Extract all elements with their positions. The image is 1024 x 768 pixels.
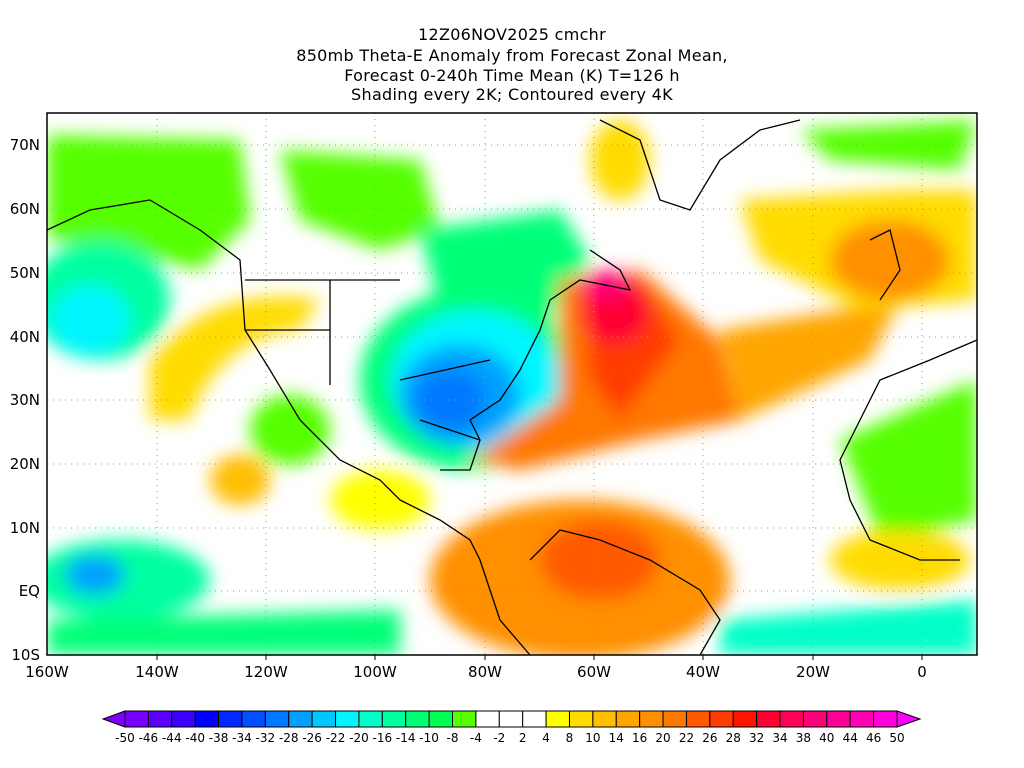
coastlines <box>47 119 977 655</box>
colorbar-label: -22 <box>325 731 346 745</box>
colorbar-swatch <box>615 710 641 728</box>
colorbar-swatch <box>335 710 360 728</box>
colorbar-swatch <box>802 710 828 728</box>
colorbar-swatch <box>826 710 851 728</box>
lon-label-100w: 100W <box>353 663 397 681</box>
lon-label-140w: 140W <box>135 663 179 681</box>
colorbar-swatch <box>849 710 875 728</box>
colorbar-label: -44 <box>161 731 182 745</box>
colorbar-label: -10 <box>419 731 439 745</box>
colorbar-swatch <box>545 710 570 728</box>
shaded-field <box>47 113 977 655</box>
colorbar-label: 2 <box>518 731 527 745</box>
colorbar-label: -16 <box>372 731 393 745</box>
lat-label-eq: EQ <box>18 582 40 600</box>
colorbar-label: 34 <box>772 731 788 745</box>
colorbar-swatch <box>124 710 149 728</box>
lat-label-70n: 70N <box>9 136 40 154</box>
colorbar-swatch <box>592 710 617 728</box>
colorbar-label: 4 <box>542 731 550 745</box>
colorbar-swatch <box>428 710 454 728</box>
lon-label-20w: 20W <box>796 663 830 681</box>
colorbar-swatch <box>171 710 196 728</box>
colorbar-label: 50 <box>889 731 905 745</box>
colorbar-label: 20 <box>655 731 671 745</box>
colorbar-swatch <box>475 710 500 728</box>
colorbar-label: 40 <box>819 731 835 745</box>
colorbar-label: 28 <box>725 731 741 745</box>
lat-label-60n: 60N <box>9 200 40 218</box>
colorbar-swatch <box>756 710 781 728</box>
colorbar-label: -38 <box>208 731 229 745</box>
colorbar-swatch <box>568 710 594 728</box>
lat-label-30n: 30N <box>9 391 40 409</box>
lon-label-40w: 40W <box>686 663 720 681</box>
colorbar-swatch <box>709 710 734 728</box>
colorbar-label: 14 <box>608 731 624 745</box>
lon-label-0: 0 <box>917 663 927 681</box>
colorbar-label: 46 <box>865 731 882 745</box>
colorbar-swatch <box>358 710 383 728</box>
colorbar-label: -26 <box>302 731 322 745</box>
colorbar-swatch <box>873 710 898 728</box>
map-title: 12Z06NOV2025 cmchr <box>417 25 606 44</box>
colorbar-label: -8 <box>446 731 459 745</box>
colorbar-label: -14 <box>395 731 416 745</box>
lat-label-10n: 10N <box>9 519 40 537</box>
plot-frame <box>46 112 978 656</box>
map-subtitle-forecast: Forecast 0-240h Time Mean (K) T=126 h <box>344 66 680 85</box>
colorbar-label: 32 <box>748 731 765 745</box>
lat-label-40n: 40N <box>9 328 40 346</box>
colorbar-label: -46 <box>138 731 159 745</box>
colorbar-swatch <box>522 710 547 728</box>
axis-ticks <box>156 655 923 660</box>
lat-label-50n: 50N <box>9 264 40 282</box>
colorbar-swatch <box>639 710 664 728</box>
lon-label-80w: 80W <box>468 663 502 681</box>
colorbar-low-arrow <box>101 710 126 728</box>
colorbar-swatch <box>498 710 524 728</box>
colorbar-label: 8 <box>565 731 574 745</box>
lon-label-60w: 60W <box>577 663 611 681</box>
lon-label-120w: 120W <box>244 663 288 681</box>
colorbar-label: 38 <box>795 731 812 745</box>
colorbar-swatch <box>662 710 687 728</box>
lon-label-160w: 160W <box>25 663 69 681</box>
colorbar-swatch <box>241 710 266 728</box>
map-subtitle-variable: 850mb Theta-E Anomaly from Forecast Zona… <box>296 46 728 65</box>
colorbar-swatch <box>194 710 220 728</box>
colorbar-swatch <box>452 710 477 728</box>
colorbar-high-arrow <box>896 710 922 728</box>
colorbar-swatch <box>288 710 313 728</box>
colorbar-label: -40 <box>185 731 205 745</box>
colorbar-label: -4 <box>469 731 482 745</box>
colorbar-label: 44 <box>842 731 858 745</box>
colorbar-label: -32 <box>255 731 276 745</box>
colorbar-swatch <box>381 710 407 728</box>
colorbar-label: -34 <box>232 731 252 745</box>
colorbar-swatch <box>779 710 804 728</box>
colorbar-swatch <box>264 710 290 728</box>
colorbar-label: 22 <box>678 731 695 745</box>
colorbar-swatch <box>405 710 430 728</box>
colorbar-swatch <box>218 710 243 728</box>
colorbar-label: -20 <box>349 731 369 745</box>
colorbar-label: -50 <box>115 731 135 745</box>
colorbar-swatch <box>732 710 758 728</box>
colorbar-swatch <box>685 710 711 728</box>
lat-label-10s: 10S <box>11 646 40 664</box>
map-subtitle-shading: Shading every 2K; Contoured every 4K <box>351 85 673 104</box>
colorbar-label: -2 <box>493 731 506 745</box>
colorbar-label: 26 <box>702 731 718 745</box>
colorbar-label: 10 <box>585 731 601 745</box>
colorbar-swatch <box>147 710 173 728</box>
colorbar-swatch <box>311 710 337 728</box>
grid-lines <box>47 113 977 655</box>
colorbar-label: -28 <box>278 731 299 745</box>
lat-label-20n: 20N <box>9 455 40 473</box>
colorbar-label: 16 <box>632 731 648 745</box>
